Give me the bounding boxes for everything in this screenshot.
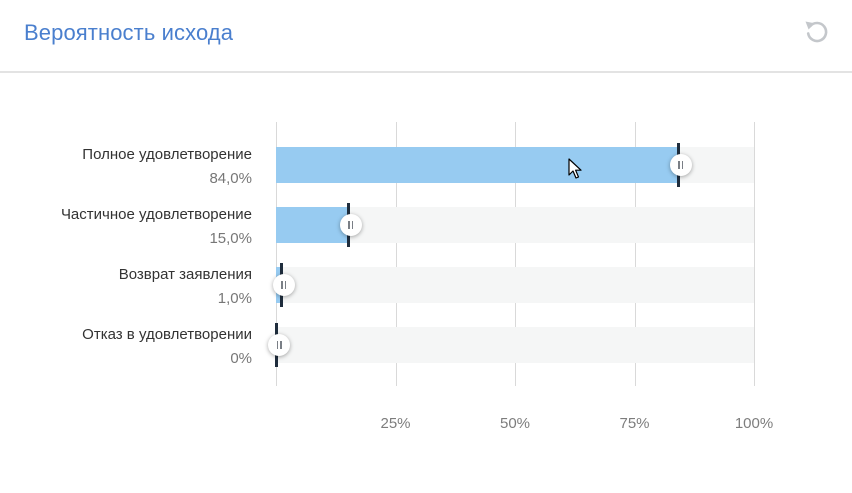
gridline bbox=[276, 122, 277, 386]
probability-slider-track[interactable] bbox=[272, 263, 754, 307]
outcome-probability-value: 84,0% bbox=[209, 170, 252, 187]
gridline bbox=[634, 122, 636, 386]
drag-grip-icon bbox=[348, 221, 354, 229]
drag-grip-icon bbox=[276, 341, 282, 349]
slider-handle[interactable] bbox=[339, 214, 362, 236]
gridline bbox=[395, 122, 397, 386]
outcome-probability-value: 15,0% bbox=[209, 230, 252, 247]
gridline bbox=[754, 122, 755, 386]
reset-button[interactable] bbox=[802, 16, 830, 46]
drag-grip-icon bbox=[678, 161, 684, 169]
outcome-label: Возврат заявления bbox=[118, 266, 252, 283]
x-tick-label: 100% bbox=[734, 415, 774, 432]
slider-handle[interactable] bbox=[669, 154, 692, 176]
gridline bbox=[515, 122, 516, 386]
probability-bar bbox=[276, 207, 348, 243]
outcome-probability-value: 0% bbox=[230, 350, 252, 367]
outcome-label: Полное удовлетворение bbox=[82, 146, 252, 163]
header-bar: Вероятность исхода bbox=[0, 0, 852, 73]
x-tick-label: 50% bbox=[499, 415, 531, 432]
mouse-pointer-icon bbox=[568, 158, 582, 179]
reset-icon bbox=[805, 21, 828, 43]
outcome-probability-value: 1,0% bbox=[217, 290, 252, 307]
outcome-label: Отказ в удовлетворении bbox=[82, 326, 252, 343]
probability-slider-track[interactable] bbox=[276, 203, 754, 247]
drag-grip-icon bbox=[281, 281, 287, 289]
x-tick-label: 75% bbox=[619, 415, 650, 432]
x-tick-label: 25% bbox=[380, 415, 411, 432]
slider-handle[interactable] bbox=[268, 334, 290, 356]
probability-bar bbox=[276, 147, 678, 183]
outcome-label: Частичное удовлетворение bbox=[60, 206, 252, 223]
panel-title: Вероятность исхода bbox=[24, 20, 234, 45]
probability-slider-track[interactable] bbox=[276, 143, 754, 187]
probability-slider-track[interactable] bbox=[268, 323, 754, 367]
slider-handle[interactable] bbox=[272, 274, 295, 296]
